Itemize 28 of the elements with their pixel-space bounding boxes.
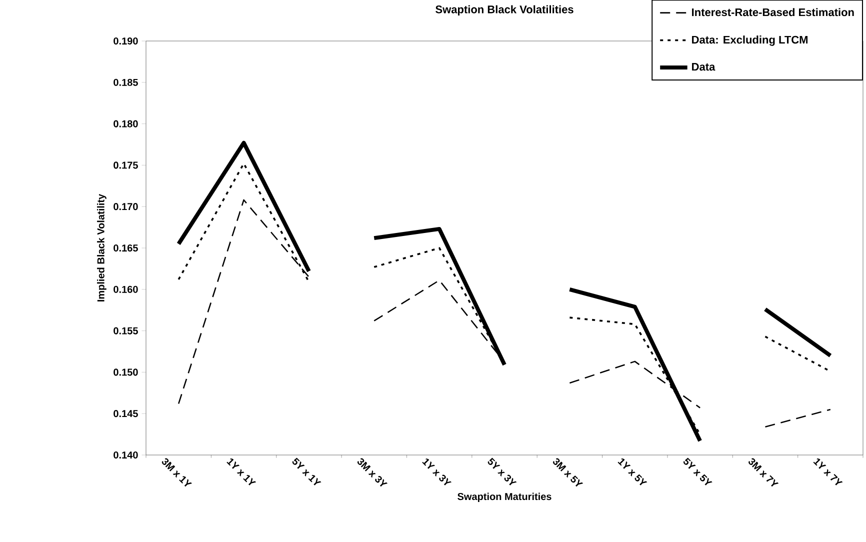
y-tick-label: 0.185 — [114, 78, 138, 86]
y-tick-label: 0.180 — [114, 120, 138, 128]
x-tick-label: 1Y x 1Y — [226, 458, 256, 486]
y-tick-label: 0.150 — [114, 368, 138, 376]
x-tick-label: 3M x 1Y — [162, 458, 192, 487]
x-tick-label: 5Y x 5Y — [683, 458, 712, 486]
y-tick-label: 0.170 — [114, 203, 138, 210]
legend-label: Data — [692, 62, 716, 71]
legend-label: Data: Excluding LTCM — [692, 36, 808, 46]
x-axis-title: Swaption Maturities — [458, 492, 552, 502]
y-tick-label: 0.145 — [114, 410, 138, 418]
legend-label: Interest-Rate-Based Estimation — [692, 8, 854, 16]
x-tick-label: 3M x 7Y — [748, 458, 779, 487]
y-tick-label: 0.140 — [114, 451, 138, 459]
y-tick-label: 0.175 — [114, 162, 138, 169]
y-axis-title: Implied Black Volatility — [97, 194, 106, 302]
x-tick-label: 5Y x 3Y — [488, 458, 517, 486]
x-tick-label: 3M x 3Y — [357, 458, 388, 487]
x-tick-label: 1Y x 5Y — [618, 458, 648, 486]
y-tick-label: 0.165 — [114, 244, 138, 252]
x-tick-label: 1Y x 3Y — [422, 458, 452, 486]
y-tick-label: 0.160 — [114, 286, 138, 293]
y-tick-label: 0.190 — [114, 37, 138, 45]
x-tick-label: 1Y x 7Y — [813, 458, 843, 486]
chart-title: Swaption Black Volatilities — [436, 5, 574, 16]
x-tick-label: 3M x 5Y — [552, 458, 584, 487]
y-tick-label: 0.155 — [114, 327, 138, 334]
x-tick-label: 5Y x 1Y — [292, 458, 322, 486]
